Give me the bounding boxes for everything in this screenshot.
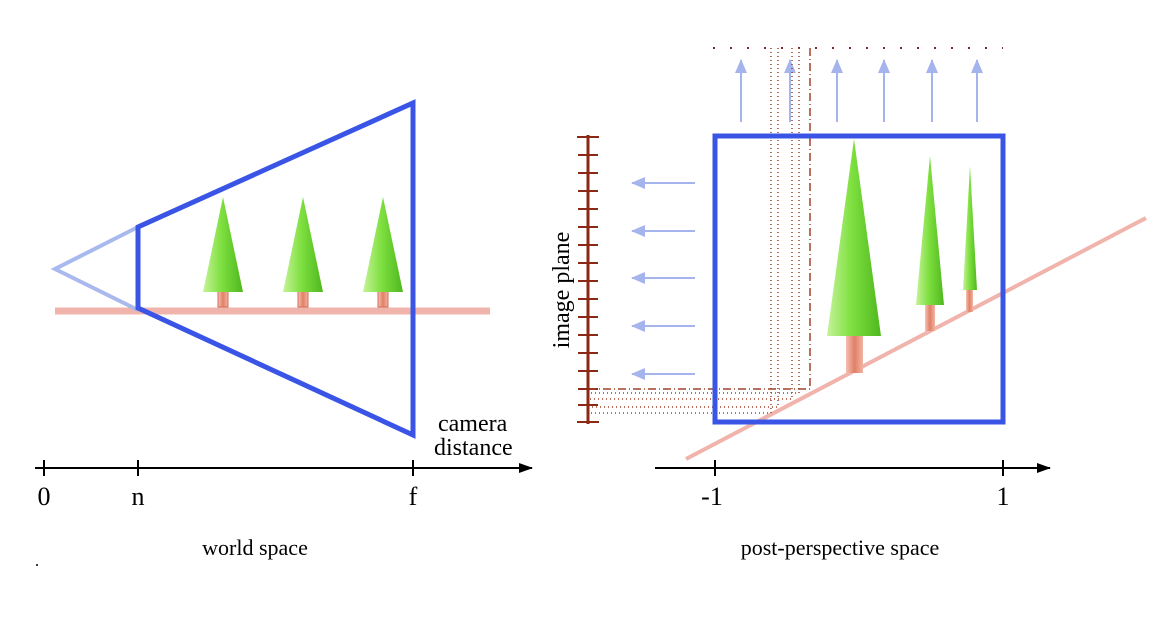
view-frustum bbox=[135, 99, 416, 439]
axis-label-line1: camera bbox=[438, 411, 508, 437]
tick-label-n: n bbox=[132, 482, 145, 511]
tree bbox=[827, 139, 881, 373]
image-plane-label: image plane bbox=[549, 232, 575, 349]
tree bbox=[283, 197, 323, 308]
tree bbox=[963, 166, 977, 312]
world-space-caption: world space bbox=[202, 535, 308, 560]
image-plane-ticks bbox=[577, 136, 599, 423]
projection-lines bbox=[590, 48, 811, 414]
world-space-panel: 0 n f camera distance world space bbox=[35, 99, 533, 560]
tree bbox=[203, 197, 243, 308]
post-perspective-panel: image plane -1 1 bbox=[549, 47, 1147, 560]
post-perspective-caption: post-perspective space bbox=[741, 535, 940, 560]
unit-cube-box bbox=[712, 133, 1006, 425]
tree bbox=[916, 156, 944, 331]
tick-label-minus1: -1 bbox=[701, 482, 723, 511]
transformed-ground-line bbox=[685, 216, 1147, 461]
left-arrows bbox=[631, 177, 695, 380]
tick-label-1: 1 bbox=[997, 482, 1010, 511]
stray-dot bbox=[36, 564, 38, 566]
axis-label-line2: distance bbox=[434, 435, 513, 461]
upward-arrows bbox=[735, 59, 983, 122]
frustum-apex bbox=[50, 225, 139, 312]
tick-label-0: 0 bbox=[38, 482, 51, 511]
tick-label-f: f bbox=[409, 482, 418, 511]
tree bbox=[363, 197, 403, 308]
image-plane bbox=[577, 135, 599, 424]
